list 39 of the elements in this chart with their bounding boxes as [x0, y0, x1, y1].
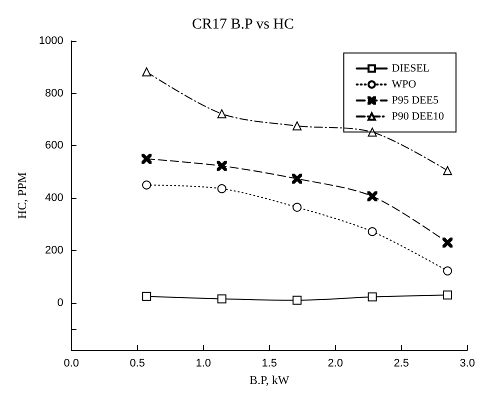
point [443, 266, 452, 276]
point [368, 292, 377, 302]
point [216, 160, 227, 171]
point [367, 191, 378, 202]
point [292, 121, 302, 130]
point [217, 109, 226, 118]
x-tick-label: 3.0 [460, 358, 476, 370]
point [142, 292, 152, 301]
chart-title: CR17 B.P vs HC [192, 16, 294, 32]
point [292, 296, 302, 305]
point [443, 166, 452, 176]
point [443, 290, 452, 300]
x-axis-title: B.P, kW [250, 372, 290, 387]
point [142, 154, 152, 164]
point [292, 174, 302, 184]
x-tick-label: 0.0 [64, 358, 80, 370]
x-tick-label: 2.0 [328, 358, 344, 370]
legend-label: P95 DEE5 [392, 94, 439, 106]
legend-label: P90 DEE10 [392, 110, 444, 122]
point [217, 294, 226, 304]
y-tick-label: 600 [45, 140, 64, 152]
point [442, 238, 453, 248]
y-tick-label: 0 [57, 296, 64, 309]
point [217, 184, 226, 194]
y-tick-label: 1000 [38, 35, 64, 47]
point [142, 67, 152, 76]
x-tick-label: 1.5 [262, 358, 278, 370]
legend-label: WPO [392, 78, 416, 90]
point [292, 202, 302, 212]
y-tick-label: 200 [45, 244, 64, 256]
legend-label: DIESEL [392, 62, 430, 74]
y-tick-label: 800 [45, 87, 64, 100]
x-tick-label: 2.5 [394, 358, 410, 370]
point [142, 180, 152, 190]
point [368, 227, 377, 236]
x-tick-label: 1.0 [196, 358, 212, 370]
y-tick-label: 400 [45, 192, 64, 204]
y-axis-title: HC, PPM [15, 172, 29, 219]
x-tick-label: 0.5 [130, 358, 146, 370]
